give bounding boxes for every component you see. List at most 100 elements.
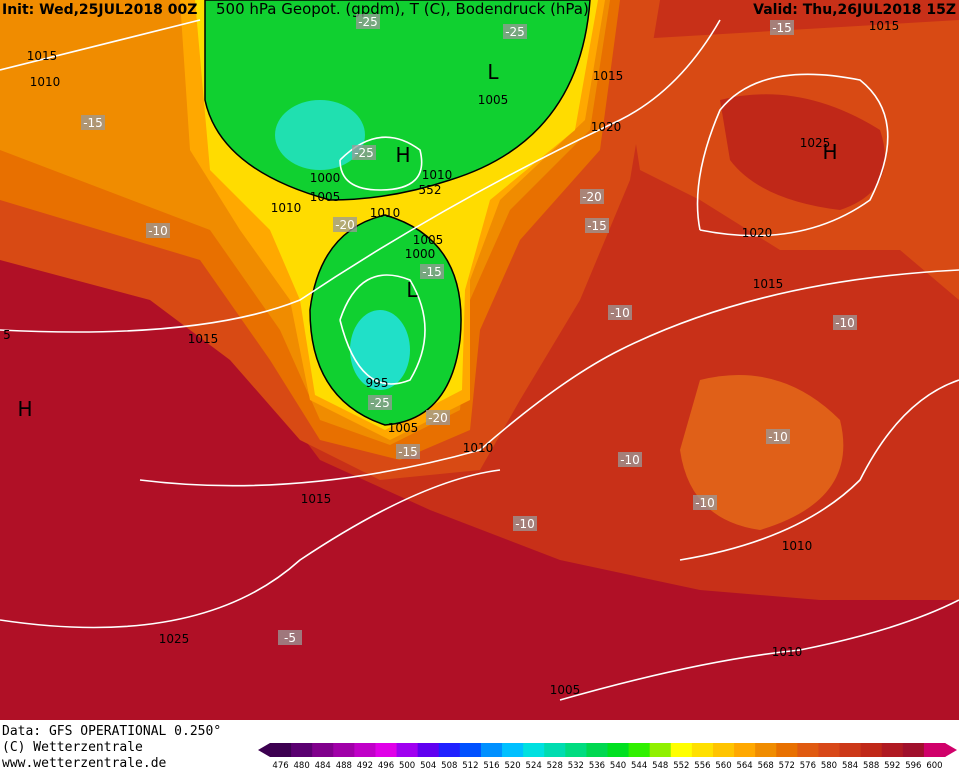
temperature-label: -15 [83, 116, 103, 130]
colorbar-label: 500 [399, 761, 415, 770]
isobar-label: 1015 [593, 69, 624, 83]
colorbar-cell [734, 743, 756, 757]
geopotential-core [350, 310, 410, 390]
colorbar-arrow [945, 743, 957, 757]
label-box [585, 218, 609, 233]
temperature-label: -10 [620, 453, 640, 467]
colorbar-cell [712, 743, 735, 757]
colorbar-cell [881, 743, 904, 757]
isobar-label: 1020 [742, 226, 773, 240]
isobar-label: 1010 [271, 201, 302, 215]
colorbar-label: 544 [631, 761, 647, 770]
label-box [693, 495, 717, 510]
colorbar-label: 480 [294, 761, 310, 770]
colorbar-cell [438, 743, 461, 757]
colorbar-label: 600 [926, 761, 942, 770]
colorbar-label: 524 [526, 761, 542, 770]
label-box [580, 189, 604, 204]
colorbar-cell [544, 743, 566, 757]
temperature-label: -5 [284, 631, 296, 645]
isobar [139, 269, 959, 487]
colorbar-label: 552 [673, 761, 689, 770]
temperature-label: -10 [835, 316, 855, 330]
isobar-label: 1010 [30, 75, 61, 89]
isobar-label: 1015 [188, 332, 219, 346]
isobar [339, 274, 426, 385]
isobar-label: 1025 [800, 136, 831, 150]
colorbar-cell [354, 743, 376, 757]
label-box [513, 516, 537, 531]
colorbar-cell [649, 743, 672, 757]
isobar [0, 19, 201, 71]
isobar-label: 552 [419, 183, 442, 197]
colorbar-arrow [258, 743, 270, 757]
colorbar-cell [270, 743, 292, 757]
temperature-label: -25 [370, 396, 390, 410]
temperature-label: -10 [768, 430, 788, 444]
label-box [770, 20, 794, 35]
temperature-label: -25 [505, 25, 525, 39]
isobars [0, 19, 959, 701]
colorbar-cell [607, 743, 630, 757]
valid-time: Valid: Thu,26JUL2018 15Z [753, 2, 956, 18]
isobar-label: 995 [366, 376, 389, 390]
colorbar-cell [818, 743, 841, 757]
isobar-label: 1010 [772, 645, 803, 659]
isobar-label: 1025 [159, 632, 190, 646]
colorbar-cell [523, 743, 545, 757]
colorbar-cell [776, 743, 798, 757]
isobar-label: 1005 [388, 421, 419, 435]
colorbar-cell [860, 743, 883, 757]
colorbar-label: 532 [568, 761, 584, 770]
colorbar-cell [628, 743, 651, 757]
temp-region [720, 94, 885, 210]
colorbar-cell [797, 743, 819, 757]
temperature-label: -10 [695, 496, 715, 510]
colorbar-label: 516 [483, 761, 499, 770]
isobar-label: 5 [3, 328, 11, 342]
colorbar-cell [417, 743, 440, 757]
colorbar-label: 484 [315, 761, 331, 770]
colorbar-cell [291, 743, 313, 757]
colorbar-label: 536 [589, 761, 605, 770]
colorbar-label: 576 [800, 761, 816, 770]
isobar [0, 19, 721, 333]
isobar-label: 1015 [753, 277, 784, 291]
label-box [146, 223, 170, 238]
temperature-label: -25 [354, 146, 374, 160]
colorbar-label: 584 [842, 761, 858, 770]
isobar [696, 73, 889, 237]
colorbar-cell [670, 743, 693, 757]
isobar-label: 1000 [310, 171, 341, 185]
label-box [368, 395, 392, 410]
isobar [0, 469, 501, 629]
pressure-center: H [822, 140, 837, 164]
colorbar-cell [755, 743, 777, 757]
colorbar-label: 520 [504, 761, 520, 770]
temperature-label: -15 [772, 21, 792, 35]
temperature-label: -20 [582, 190, 602, 204]
colorbar-label: 556 [694, 761, 710, 770]
temperature-label: -20 [428, 411, 448, 425]
label-box [333, 217, 357, 232]
isobar-label: 1015 [27, 49, 58, 63]
isobar [679, 379, 959, 561]
isobar-label: 1010 [463, 441, 494, 455]
url: www.wetterzentrale.de [2, 756, 167, 770]
label-box [396, 444, 420, 459]
label-box [426, 410, 450, 425]
label-box [278, 630, 302, 645]
temperature-label: -15 [422, 265, 442, 279]
temperature-label: -25 [358, 15, 378, 29]
isobar-label: 1000 [405, 247, 436, 261]
pressure-center: H [395, 143, 410, 167]
isobar-label: 1005 [413, 233, 444, 247]
colorbar-cell [923, 743, 946, 757]
colorbar-cell [459, 743, 482, 757]
pressure-center: L [406, 278, 418, 302]
colorbar-cell [839, 743, 862, 757]
colorbar-label: 568 [758, 761, 774, 770]
colorbar-label: 592 [884, 761, 900, 770]
isobar-label: 1005 [550, 683, 581, 697]
